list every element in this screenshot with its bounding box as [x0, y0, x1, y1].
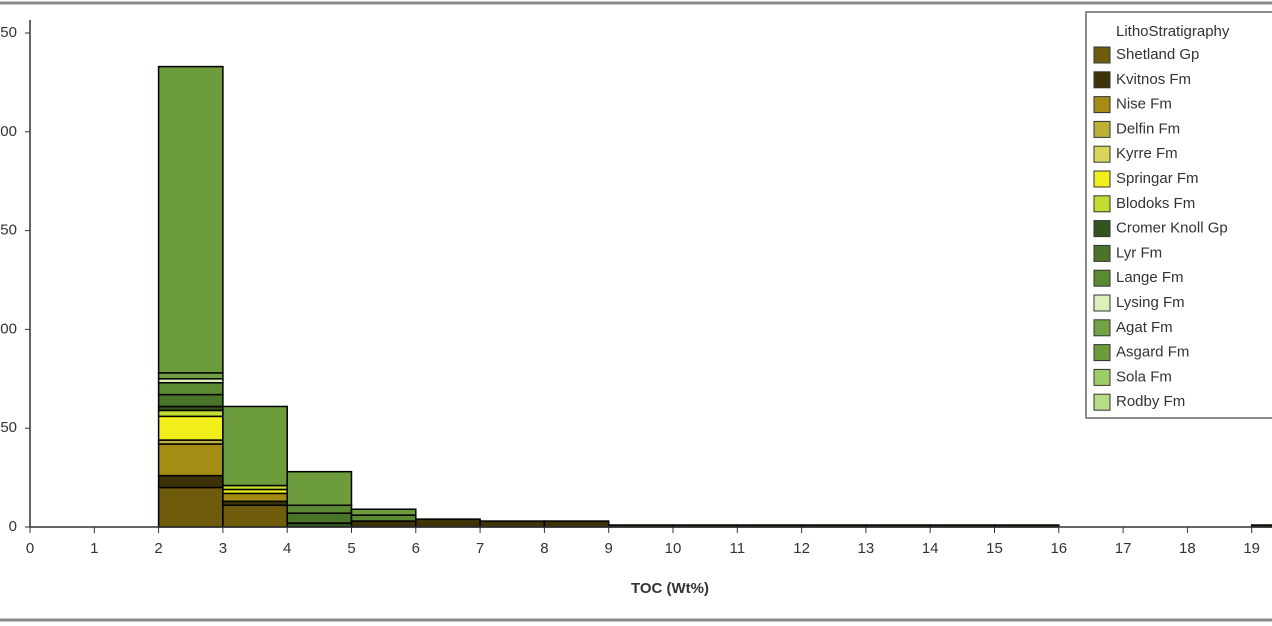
legend-swatch	[1093, 269, 1111, 287]
x-tick-label: 10	[665, 540, 682, 557]
bar-segment	[222, 504, 288, 528]
x-tick-label: 1	[90, 540, 98, 557]
x-tick-label: 16	[1050, 540, 1067, 557]
legend-label: Nise Fm	[1116, 96, 1172, 113]
bar-segment	[286, 512, 353, 524]
legend-swatch	[1093, 96, 1111, 114]
x-tick-label: 11	[730, 540, 746, 557]
bar-segment	[157, 486, 224, 528]
y-tick-label: 250	[0, 24, 17, 41]
legend-label: Blodoks Fm	[1116, 195, 1195, 212]
legend-box	[1085, 11, 1272, 419]
bar-segment	[415, 518, 481, 528]
x-tick-label: 18	[1179, 540, 1196, 557]
x-tick-label: 12	[793, 540, 810, 557]
x-tick-label: 7	[476, 540, 484, 557]
bar-segment	[543, 520, 610, 528]
bar-segment	[157, 372, 224, 380]
x-tick-label: 6	[412, 540, 420, 557]
legend-label: Rodby Fm	[1116, 393, 1185, 410]
legend-label: Sola Fm	[1116, 368, 1172, 385]
legend-swatch	[1093, 145, 1111, 163]
legend-swatch	[1093, 368, 1111, 386]
bar-segment	[350, 508, 417, 516]
x-tick-label: 4	[283, 540, 291, 557]
legend-label: Springar Fm	[1116, 170, 1199, 187]
legend-label: Shetland Gp	[1116, 46, 1199, 63]
x-tick-label: 19	[1243, 540, 1260, 557]
y-tick-label: 150	[0, 222, 17, 239]
legend-swatch	[1093, 344, 1111, 362]
bar-segment	[222, 405, 288, 487]
legend-label: Lange Fm	[1116, 269, 1184, 286]
legend-swatch	[1093, 195, 1111, 213]
legend-label: Agat Fm	[1116, 319, 1173, 336]
x-tick-label: 9	[605, 540, 613, 557]
y-tick-label: 50	[0, 419, 17, 436]
x-tick-label: 3	[219, 540, 227, 557]
legend-swatch	[1093, 46, 1111, 64]
x-axis-title: TOC (Wt%)	[631, 580, 709, 597]
bar-segment	[286, 470, 353, 507]
legend-label: Lyr Fm	[1116, 244, 1162, 261]
x-tick-label: 14	[922, 540, 939, 557]
bar-segment	[157, 393, 224, 408]
y-tick-label: 200	[0, 123, 17, 140]
bar-segment	[350, 520, 417, 528]
legend-swatch	[1093, 71, 1111, 89]
x-tick-label: 13	[858, 540, 875, 557]
plot-area	[157, 65, 1272, 528]
bar-segment	[350, 514, 417, 522]
legend-label: Delfin Fm	[1116, 120, 1180, 137]
legend-swatch	[1093, 393, 1111, 411]
bar-segment	[479, 520, 546, 528]
x-tick-label: 5	[347, 540, 355, 557]
bar-segment	[286, 504, 353, 514]
legend-label: Lysing Fm	[1116, 294, 1185, 311]
bar-segment	[157, 443, 224, 477]
x-tick-label: 17	[1115, 540, 1132, 557]
y-tick-label: 100	[0, 320, 17, 337]
x-tick-label: 8	[540, 540, 548, 557]
bar-segment	[157, 409, 224, 418]
bar-segment	[157, 65, 224, 374]
legend-swatch	[1093, 220, 1111, 238]
legend-label: Asgard Fm	[1116, 344, 1189, 361]
x-tick-label: 2	[154, 540, 162, 557]
legend-swatch	[1093, 170, 1111, 188]
bar-segment	[157, 474, 224, 489]
bar-segment	[157, 415, 224, 441]
legend-swatch	[1093, 294, 1111, 312]
bar-segment	[222, 492, 288, 503]
legend-swatch	[1093, 319, 1111, 337]
bar-segment	[1250, 524, 1272, 528]
bar-segment	[157, 382, 224, 396]
x-tick-label: 15	[986, 540, 1003, 557]
y-tick-label: 0	[9, 518, 17, 535]
legend-swatch	[1093, 120, 1111, 138]
x-tick-label: 0	[26, 540, 34, 557]
legend-label: Cromer Knoll Gp	[1116, 220, 1228, 237]
legend-label: Kvitnos Fm	[1116, 71, 1191, 88]
legend-swatch	[1093, 244, 1111, 262]
legend-label: Kyrre Fm	[1116, 145, 1178, 162]
legend-title: LithoStratigraphy	[1116, 23, 1230, 40]
